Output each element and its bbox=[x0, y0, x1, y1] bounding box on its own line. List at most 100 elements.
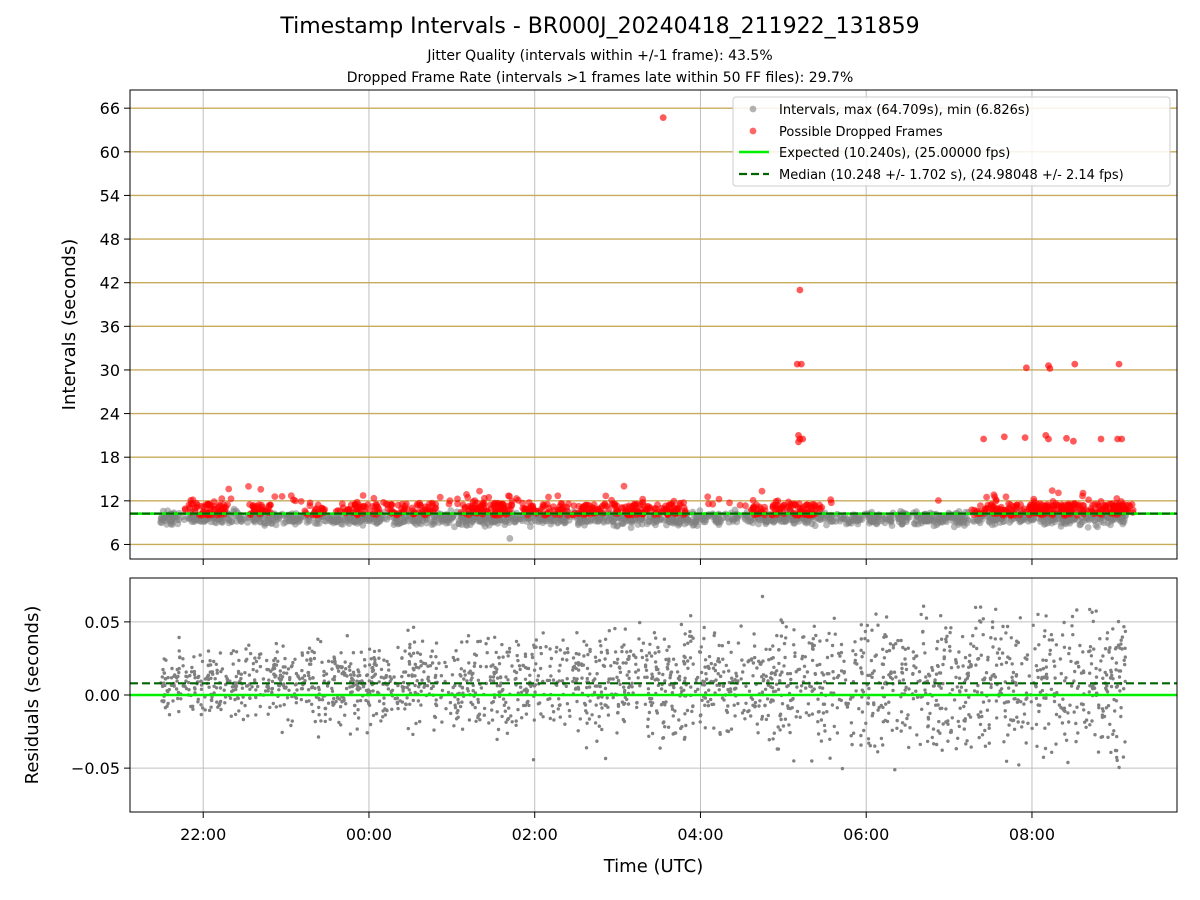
residual-point bbox=[208, 659, 212, 663]
residual-point bbox=[200, 659, 205, 664]
residual-point bbox=[711, 702, 716, 706]
residual-point bbox=[234, 650, 239, 654]
residual-point bbox=[330, 667, 334, 671]
residual-point bbox=[530, 655, 535, 660]
residual-point bbox=[1017, 763, 1021, 767]
residual-point bbox=[627, 657, 631, 661]
dropped-point bbox=[352, 501, 359, 509]
residual-point bbox=[379, 675, 383, 679]
residual-point bbox=[874, 612, 878, 616]
residual-point bbox=[842, 670, 846, 674]
residual-point bbox=[1101, 654, 1105, 658]
residual-point bbox=[440, 720, 444, 724]
residual-point bbox=[712, 633, 716, 638]
residual-point bbox=[654, 667, 659, 672]
dropped-point bbox=[1071, 360, 1079, 368]
residual-point bbox=[339, 651, 343, 655]
residual-point bbox=[1119, 714, 1123, 719]
residual-point bbox=[1123, 655, 1128, 659]
residual-point bbox=[627, 685, 631, 690]
residual-point bbox=[278, 669, 282, 673]
residual-point bbox=[271, 701, 275, 706]
residual-point bbox=[1027, 674, 1032, 678]
residual-point bbox=[977, 735, 981, 740]
residual-point bbox=[277, 688, 281, 692]
legend: Intervals, max (64.709s), min (6.826s)Po… bbox=[732, 96, 1171, 187]
dropped-point bbox=[339, 504, 347, 511]
residual-point bbox=[493, 695, 497, 700]
residual-point bbox=[890, 728, 894, 732]
residual-point bbox=[356, 716, 361, 720]
legend-label: Expected (10.240s), (25.00000 fps) bbox=[779, 146, 1010, 161]
residual-point bbox=[752, 644, 757, 648]
residual-point bbox=[1053, 664, 1057, 668]
residual-point bbox=[446, 690, 451, 695]
residual-point bbox=[373, 658, 377, 662]
residual-point bbox=[306, 670, 310, 675]
residual-point bbox=[686, 641, 690, 645]
residual-point bbox=[1108, 722, 1112, 726]
residual-point bbox=[812, 624, 816, 628]
residual-point bbox=[1036, 675, 1040, 680]
residual-point bbox=[408, 702, 412, 706]
residual-point bbox=[557, 669, 561, 673]
residual-point bbox=[786, 672, 790, 676]
residual-point bbox=[1063, 732, 1067, 736]
residual-point bbox=[390, 688, 395, 692]
residual-point bbox=[275, 650, 279, 654]
residual-point bbox=[418, 652, 423, 656]
interval-point bbox=[185, 515, 193, 523]
residual-point bbox=[1035, 744, 1039, 748]
residual-point bbox=[729, 689, 733, 694]
residual-point bbox=[1119, 706, 1123, 710]
dropped-point bbox=[935, 497, 942, 504]
residual-point bbox=[587, 685, 592, 689]
residual-point bbox=[881, 662, 886, 667]
chart-subtitle-jitter: Jitter Quality (intervals within +/-1 fr… bbox=[427, 48, 773, 64]
residual-point bbox=[290, 664, 294, 668]
residual-point bbox=[810, 759, 814, 763]
dropped-point bbox=[611, 500, 619, 508]
residual-point bbox=[821, 673, 826, 677]
interval-point bbox=[1107, 521, 1114, 529]
residual-point bbox=[1094, 609, 1098, 613]
residual-point bbox=[358, 698, 363, 703]
residual-point bbox=[644, 654, 649, 658]
residual-point bbox=[724, 663, 728, 668]
interval-point bbox=[374, 519, 381, 526]
residual-point bbox=[641, 641, 646, 645]
residual-point bbox=[703, 658, 708, 662]
residual-point bbox=[753, 705, 757, 709]
residual-point bbox=[294, 701, 298, 705]
residual-point bbox=[730, 676, 734, 680]
residual-point bbox=[414, 665, 419, 669]
residual-point bbox=[819, 718, 824, 722]
dropped-point bbox=[673, 505, 681, 513]
residual-point bbox=[936, 729, 940, 733]
residual-point bbox=[406, 726, 410, 731]
residual-point bbox=[1100, 715, 1105, 719]
residual-point bbox=[254, 713, 258, 717]
residual-point bbox=[359, 650, 363, 654]
residual-point bbox=[615, 675, 619, 679]
residual-point bbox=[534, 645, 538, 649]
residual-point bbox=[763, 703, 767, 707]
residual-point bbox=[1034, 722, 1039, 727]
residual-point bbox=[1025, 696, 1029, 700]
residual-point bbox=[609, 677, 613, 681]
residual-point bbox=[460, 686, 465, 690]
residual-point bbox=[506, 678, 510, 682]
residual-point bbox=[686, 659, 690, 663]
residual-point bbox=[908, 726, 912, 730]
residual-point bbox=[1108, 676, 1113, 680]
residual-point bbox=[1105, 631, 1110, 635]
residual-point bbox=[964, 688, 968, 693]
dropped-point bbox=[803, 501, 811, 509]
residual-point bbox=[336, 669, 341, 673]
residual-point bbox=[1019, 700, 1023, 704]
residual-point bbox=[706, 664, 710, 669]
residual-point bbox=[740, 658, 744, 662]
residual-point bbox=[935, 647, 939, 651]
residual-point bbox=[450, 673, 455, 677]
dropped-point bbox=[1071, 500, 1078, 507]
